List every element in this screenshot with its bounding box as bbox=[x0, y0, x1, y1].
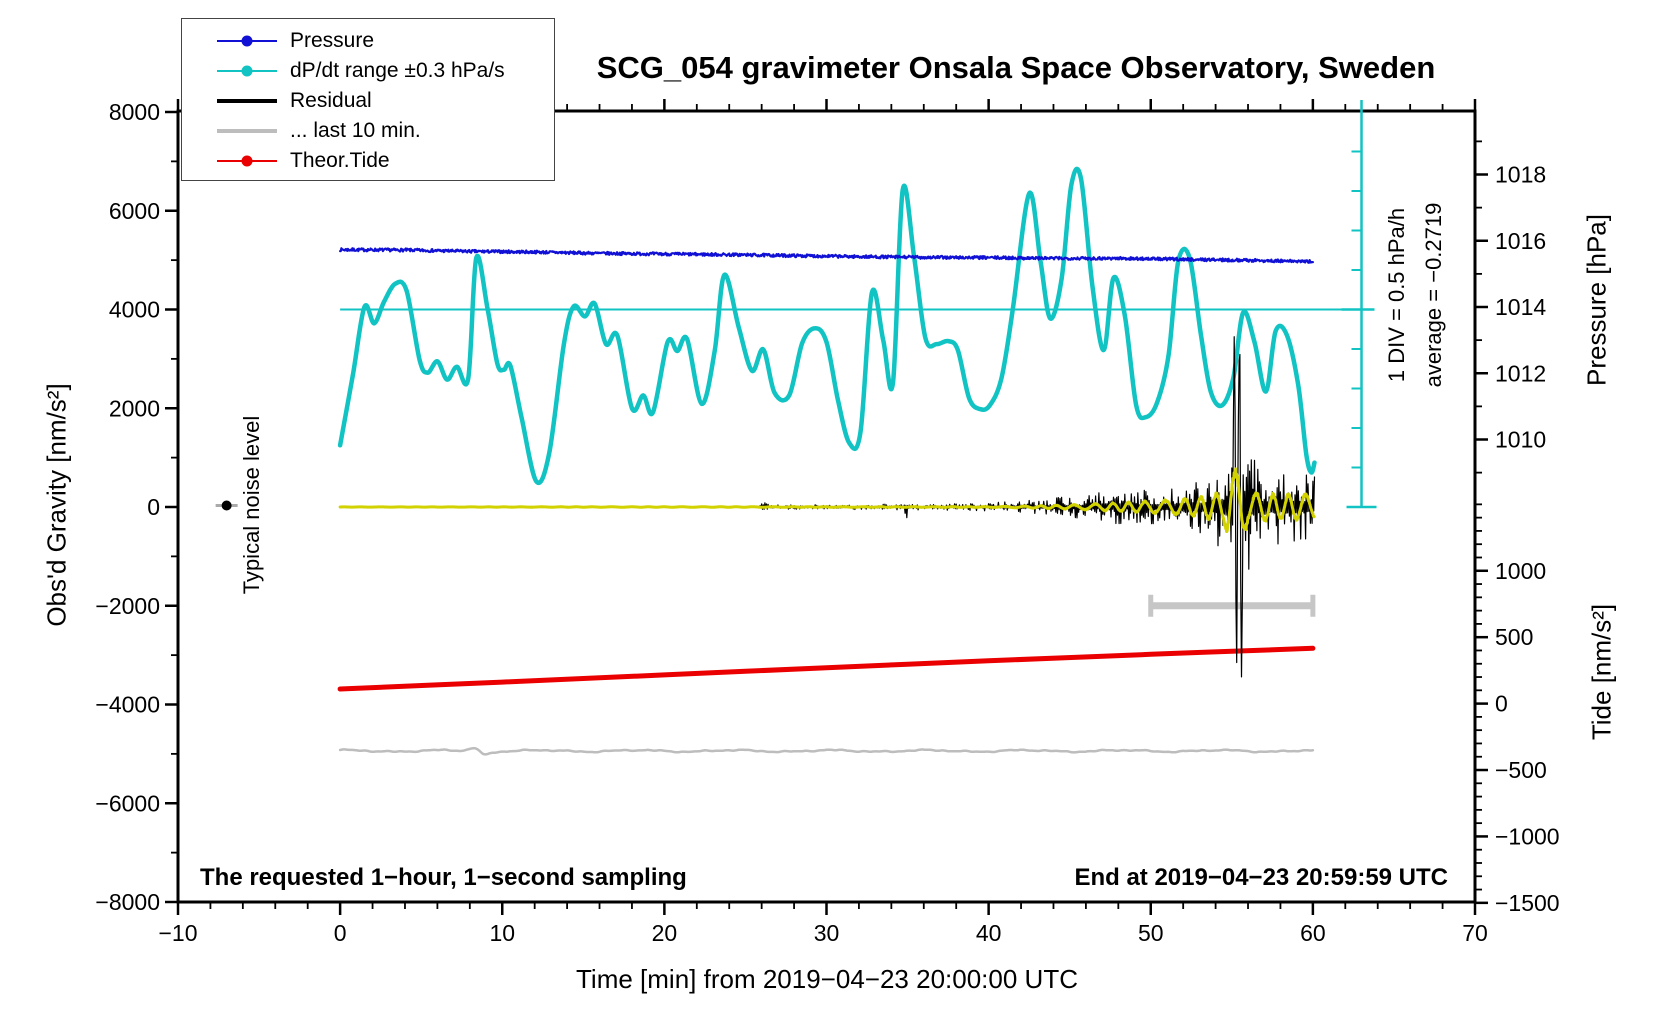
legend-line-sample bbox=[217, 155, 277, 167]
legend: Pressure dP/dt range ±0.3 hPa/s Residual..… bbox=[181, 18, 555, 181]
svg-text:−500: −500 bbox=[1495, 757, 1547, 783]
legend-line bbox=[217, 99, 277, 103]
svg-text:20: 20 bbox=[652, 920, 678, 946]
svg-text:−2000: −2000 bbox=[95, 593, 160, 619]
svg-text:−4000: −4000 bbox=[95, 692, 160, 718]
svg-text:−8000: −8000 bbox=[95, 889, 160, 915]
gravity-axis-label: Obs'd Gravity [nm/s²] bbox=[41, 383, 72, 627]
svg-text:1012: 1012 bbox=[1495, 360, 1546, 386]
svg-text:1018: 1018 bbox=[1495, 162, 1546, 188]
ruler-average-label: average = −0.2719 bbox=[1421, 202, 1446, 388]
typical-noise-level-label: Typical noise level bbox=[239, 415, 264, 595]
svg-text:1014: 1014 bbox=[1495, 294, 1546, 320]
legend-line-sample bbox=[217, 129, 277, 133]
legend-marker-dot bbox=[241, 35, 253, 47]
svg-text:6000: 6000 bbox=[109, 198, 160, 224]
legend-item-residual: Residual bbox=[182, 86, 554, 116]
legend-item-label: Theor.Tide bbox=[290, 149, 390, 172]
svg-text:0: 0 bbox=[147, 494, 160, 520]
svg-text:−6000: −6000 bbox=[95, 790, 160, 816]
svg-text:10: 10 bbox=[489, 920, 515, 946]
tide-axis-label: Tide [nm/s²] bbox=[1586, 603, 1617, 741]
legend-item-label: ... last 10 min. bbox=[290, 119, 421, 142]
legend-item-label: dP/dt range ±0.3 hPa/s bbox=[290, 59, 505, 82]
svg-text:50: 50 bbox=[1138, 920, 1164, 946]
svg-text:0: 0 bbox=[334, 920, 347, 946]
svg-text:−1000: −1000 bbox=[1495, 823, 1560, 849]
svg-text:1016: 1016 bbox=[1495, 228, 1546, 254]
legend-item-theor-tide: Theor.Tide bbox=[182, 146, 554, 176]
svg-text:1000: 1000 bbox=[1495, 558, 1546, 584]
pressure-axis-label: Pressure [hPa] bbox=[1581, 214, 1612, 386]
legend-item-label: Pressure bbox=[290, 29, 375, 52]
svg-text:2000: 2000 bbox=[109, 395, 160, 421]
end-time-note: End at 2019−04−23 20:59:59 UTC bbox=[1074, 864, 1448, 891]
svg-text:1010: 1010 bbox=[1495, 427, 1546, 453]
svg-text:60: 60 bbox=[1300, 920, 1326, 946]
legend-line-sample bbox=[217, 65, 277, 77]
svg-text:4000: 4000 bbox=[109, 297, 160, 323]
x-axis-label: Time [min] from 2019−04−23 20:00:00 UTC bbox=[576, 964, 1078, 994]
svg-text:40: 40 bbox=[976, 920, 1002, 946]
legend-item-last-10-min: ... last 10 min. bbox=[182, 116, 554, 146]
svg-text:500: 500 bbox=[1495, 624, 1533, 650]
legend-line-sample bbox=[217, 35, 277, 47]
svg-text:−10: −10 bbox=[158, 920, 197, 946]
legend-line-sample bbox=[217, 99, 277, 103]
svg-text:70: 70 bbox=[1462, 920, 1488, 946]
svg-text:0: 0 bbox=[1495, 691, 1508, 717]
svg-text:−1500: −1500 bbox=[1495, 890, 1560, 916]
svg-text:30: 30 bbox=[814, 920, 840, 946]
legend-item-pressure: Pressure bbox=[182, 26, 554, 56]
plot-title: SCG_054 gravimeter Onsala Space Observat… bbox=[596, 50, 1436, 85]
legend-item-dp-dt-range-0-3-hpa-s: dP/dt range ±0.3 hPa/s bbox=[182, 56, 554, 86]
legend-item-label: Residual bbox=[290, 89, 372, 112]
legend-line bbox=[217, 129, 277, 133]
legend-marker-dot bbox=[241, 65, 253, 77]
sampling-note: The requested 1−hour, 1−second sampling bbox=[200, 864, 687, 891]
ruler-div-label: 1 DIV = 0.5 hPa/h bbox=[1384, 207, 1409, 383]
svg-text:8000: 8000 bbox=[109, 99, 160, 125]
legend-marker-dot bbox=[241, 155, 253, 167]
